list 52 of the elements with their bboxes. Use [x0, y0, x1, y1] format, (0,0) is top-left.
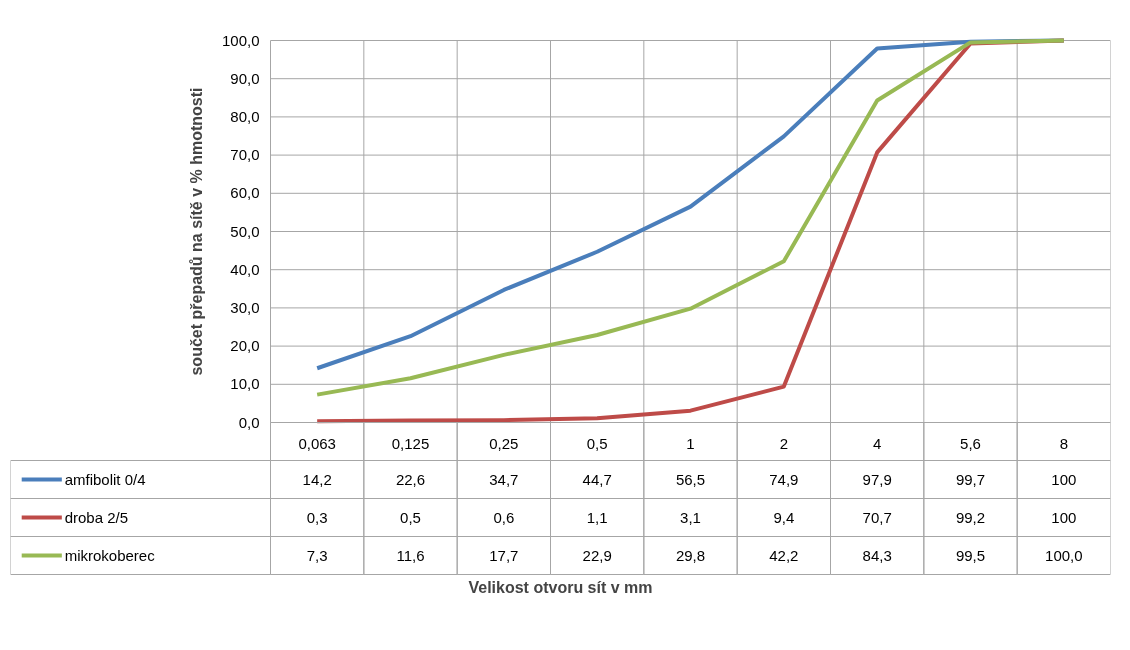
- data-label: 74,9: [769, 470, 799, 488]
- data-label: 56,5: [675, 470, 706, 488]
- x-tick-label: 0,063: [298, 434, 336, 452]
- y-tick-label: 70,0: [230, 146, 260, 164]
- data-label: 97,9: [862, 470, 892, 488]
- legend-label: droba 2/5: [64, 509, 129, 526]
- data-label: 29,8: [675, 546, 706, 564]
- y-tick-label: 90,0: [230, 69, 260, 87]
- legend-label: amfibolit 0/4: [64, 471, 146, 488]
- y-tick-label: 50,0: [230, 222, 260, 240]
- data-label: 9,4: [773, 508, 795, 526]
- data-label: 99,5: [955, 546, 986, 564]
- x-tick-label: 0,25: [489, 434, 519, 452]
- x-tick-label: 8: [1059, 434, 1069, 452]
- y-tick-label: 100,0: [221, 31, 260, 49]
- data-label: 0,6: [493, 508, 515, 526]
- x-tick-label: 2: [779, 434, 789, 452]
- y-axis-title: součet přepadů na sítě v % hmotnosti: [187, 87, 205, 376]
- x-tick-label: 0,125: [391, 434, 430, 452]
- y-tick-label: 80,0: [230, 107, 260, 125]
- data-label: 100: [1051, 508, 1077, 526]
- y-tick-label: 0,0: [238, 413, 260, 431]
- data-label: 100: [1051, 470, 1077, 488]
- data-label: 0,5: [400, 508, 421, 526]
- data-label: 42,2: [769, 546, 799, 564]
- x-tick-label: 5,6: [960, 434, 981, 452]
- data-label: 22,9: [582, 546, 612, 564]
- legend-label: mikrokoberec: [64, 547, 156, 564]
- data-label: 100,0: [1045, 546, 1083, 564]
- data-label: 34,7: [489, 470, 519, 488]
- data-label: 11,6: [396, 546, 425, 564]
- x-tick-label: 4: [873, 434, 882, 452]
- x-tick-label: 1: [686, 434, 695, 452]
- data-label: 17,7: [489, 546, 519, 564]
- y-tick-label: 30,0: [230, 298, 260, 316]
- data-label: 3,1: [680, 508, 701, 526]
- data-label: 22,6: [395, 470, 426, 488]
- y-tick-label: 10,0: [230, 375, 260, 393]
- data-label: 7,3: [306, 546, 328, 564]
- y-tick-label: 60,0: [230, 184, 260, 202]
- data-label: 0,3: [306, 508, 328, 526]
- data-label: 99,7: [955, 470, 986, 488]
- data-label: 44,7: [582, 470, 612, 488]
- data-label: 1,1: [586, 508, 608, 526]
- data-label: 84,3: [862, 546, 892, 564]
- text: Velikost otvoru sít v mm: [468, 578, 653, 596]
- data-label: 70,7: [862, 508, 892, 526]
- data-label: 14,2: [302, 470, 332, 488]
- data-label: 99,2: [955, 508, 986, 526]
- y-tick-label: 20,0: [230, 337, 260, 355]
- y-tick-label: 40,0: [230, 260, 260, 278]
- x-tick-label: 0,5: [586, 434, 608, 452]
